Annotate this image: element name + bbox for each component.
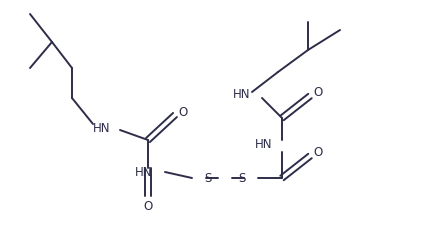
Text: HN: HN <box>135 166 152 178</box>
Text: HN: HN <box>254 138 272 150</box>
Text: HN: HN <box>93 121 111 135</box>
Text: O: O <box>143 200 153 213</box>
Text: O: O <box>178 106 187 118</box>
Text: S: S <box>238 172 246 184</box>
Text: S: S <box>204 172 212 184</box>
Text: O: O <box>313 146 322 160</box>
Text: HN: HN <box>233 88 250 102</box>
Text: O: O <box>313 86 322 100</box>
